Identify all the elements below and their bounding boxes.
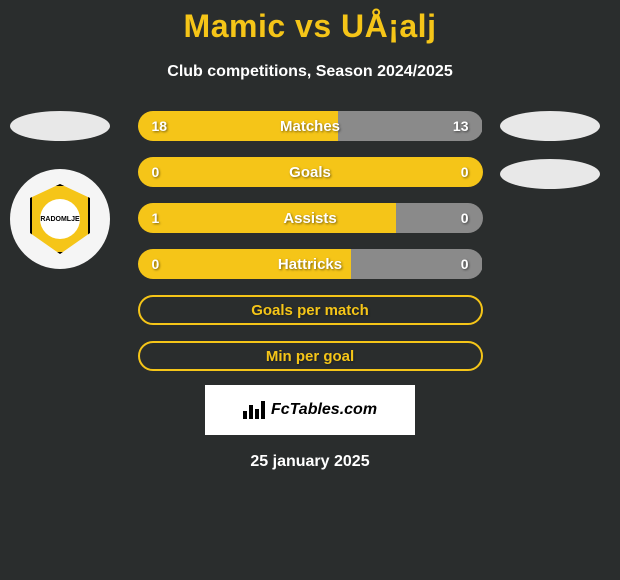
stat-overlay: 1 Assists 0 xyxy=(138,203,483,233)
stat-overlay: 0 Goals 0 xyxy=(138,157,483,187)
stat-overlay: 18 Matches 13 xyxy=(138,111,483,141)
stats-container: 18 Matches 13 0 Goals 0 1 Assi xyxy=(138,111,483,371)
stat-row-hattricks: 0 Hattricks 0 xyxy=(138,249,483,279)
stat-row-goals: 0 Goals 0 xyxy=(138,157,483,187)
page-title: Mamic vs UÅ¡alj xyxy=(0,0,620,45)
stat-row-matches: 18 Matches 13 xyxy=(138,111,483,141)
stat-value-right: 13 xyxy=(453,118,469,134)
stat-label: Goals xyxy=(289,164,331,181)
stat-value-right: 0 xyxy=(461,256,469,272)
shield-inner-text: RADOMLJE xyxy=(40,199,80,239)
content-area: RADOMLJE 18 Matches 13 0 xyxy=(0,111,620,371)
stat-label: Goals per match xyxy=(251,302,369,319)
stat-value-left: 0 xyxy=(152,256,160,272)
stat-value-right: 0 xyxy=(461,164,469,180)
subtitle: Club competitions, Season 2024/2025 xyxy=(0,63,620,81)
stat-value-left: 1 xyxy=(152,210,160,226)
branding-text: FcTables.com xyxy=(271,401,377,419)
left-team-main-logo-icon: RADOMLJE xyxy=(10,169,110,269)
right-team-small-logo-1-icon xyxy=(500,111,600,141)
stat-label: Min per goal xyxy=(266,348,354,365)
stat-row-min-per-goal: Min per goal xyxy=(138,341,483,371)
stat-label: Hattricks xyxy=(278,256,342,273)
stat-value-left: 18 xyxy=(152,118,168,134)
stat-row-goals-per-match: Goals per match xyxy=(138,295,483,325)
shield-icon: RADOMLJE xyxy=(30,184,90,254)
left-team-logos: RADOMLJE xyxy=(10,111,110,269)
stat-label: Assists xyxy=(283,210,336,227)
right-team-logos xyxy=(500,111,600,189)
branding-box[interactable]: FcTables.com xyxy=(205,385,415,435)
chart-bars-icon xyxy=(243,401,265,419)
stat-label: Matches xyxy=(280,118,340,135)
stat-value-left: 0 xyxy=(152,164,160,180)
stat-row-assists: 1 Assists 0 xyxy=(138,203,483,233)
left-team-small-logo-icon xyxy=(10,111,110,141)
date-text: 25 january 2025 xyxy=(0,453,620,471)
stat-overlay: 0 Hattricks 0 xyxy=(138,249,483,279)
stat-value-right: 0 xyxy=(461,210,469,226)
right-team-small-logo-2-icon xyxy=(500,159,600,189)
